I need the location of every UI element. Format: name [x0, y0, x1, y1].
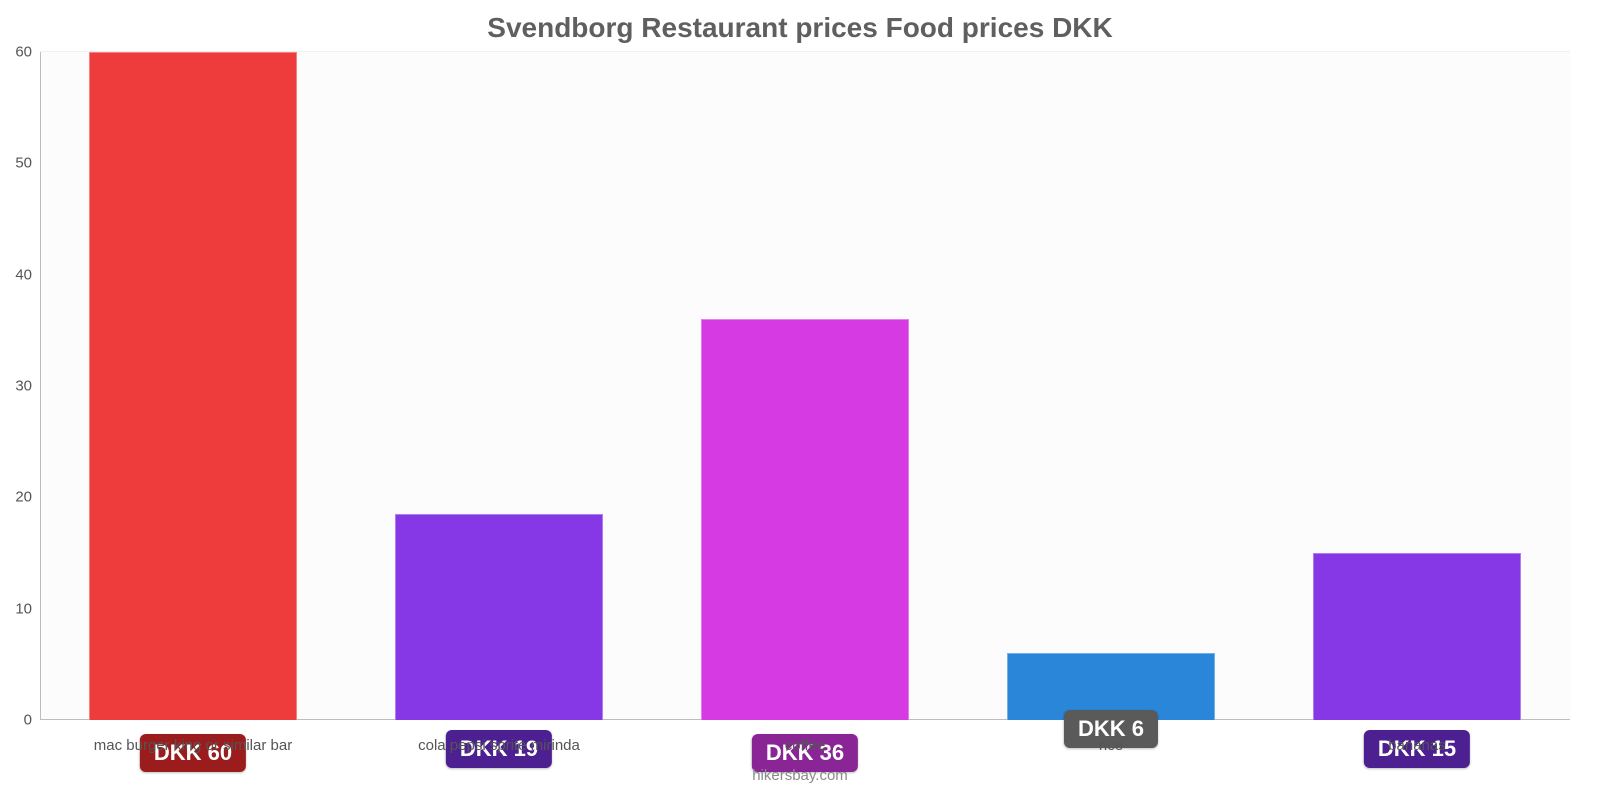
x-tick-label: rice — [958, 737, 1264, 754]
bar: DKK 19 — [395, 514, 603, 720]
bar-slot: DKK 6 — [958, 52, 1264, 720]
y-tick-label: 10 — [15, 600, 40, 617]
bar: DKK 15 — [1313, 553, 1521, 720]
y-tick-label: 50 — [15, 155, 40, 172]
x-axis-labels: mac burger king or similar barcola pepsi… — [40, 737, 1570, 754]
bar: DKK 6 — [1007, 653, 1215, 720]
chart-container: Svendborg Restaurant prices Food prices … — [0, 0, 1600, 800]
bar-slot: DKK 19 — [346, 52, 652, 720]
bar-slot: DKK 60 — [40, 52, 346, 720]
y-tick-label: 0 — [24, 712, 40, 729]
bar-slot: DKK 15 — [1264, 52, 1570, 720]
attribution-text: hikersbay.com — [0, 767, 1600, 784]
y-tick-label: 60 — [15, 44, 40, 61]
bar: DKK 36 — [701, 319, 909, 720]
bar-slot: DKK 36 — [652, 52, 958, 720]
x-tick-label: bananas — [1264, 737, 1570, 754]
y-tick-label: 30 — [15, 378, 40, 395]
bars-group: DKK 60 DKK 19 DKK 36 DKK 6 DKK 15 — [40, 52, 1570, 720]
chart-title: Svendborg Restaurant prices Food prices … — [0, 12, 1600, 44]
x-tick-label: cola pepsi sprite mirinda — [346, 737, 652, 754]
x-tick-label: coffee — [652, 737, 958, 754]
bar: DKK 60 — [89, 52, 297, 720]
x-tick-label: mac burger king or similar bar — [40, 737, 346, 754]
y-tick-label: 40 — [15, 266, 40, 283]
plot-area: DKK 60DKK 19DKK 36DKK 6DKK 15 0102030405… — [40, 52, 1570, 720]
y-tick-label: 20 — [15, 489, 40, 506]
